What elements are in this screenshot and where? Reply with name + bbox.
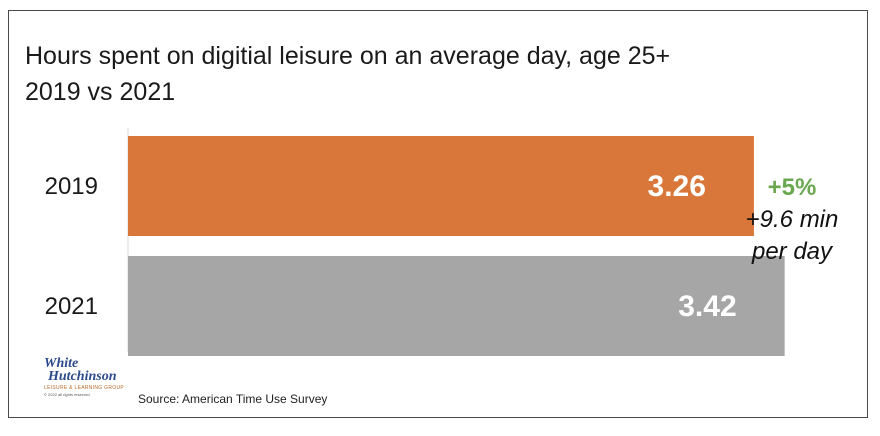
bar-2019 xyxy=(128,136,754,236)
logo-line-white: White xyxy=(44,356,79,371)
logo-copyright: © 2022 all rights reserved xyxy=(44,392,90,397)
chart-title: Hours spent on digitial leisure on an av… xyxy=(25,42,671,70)
per-day-label: per day xyxy=(751,238,833,265)
white-hutchinson-logo: White Hutchinson LEISURE & LEARNING GROU… xyxy=(44,357,124,405)
value-label-2021: 3.42 xyxy=(678,290,736,323)
chart-title-block: Hours spent on digitial leisure on an av… xyxy=(25,38,670,110)
source-note: Source: American Time Use Survey xyxy=(138,392,328,406)
logo-tagline: LEISURE & LEARNING GROUP xyxy=(44,385,124,391)
value-label-2019: 3.26 xyxy=(648,170,706,203)
category-label-2021: 2021 xyxy=(45,293,98,320)
category-label-2019: 2019 xyxy=(45,173,98,200)
chart-subtitle: 2019 vs 2021 xyxy=(25,78,176,106)
chart-frame xyxy=(8,10,868,418)
bar-2021 xyxy=(128,256,785,356)
change-annotation: +5% +9.6 min per day xyxy=(740,172,844,268)
logo-line-hutchinson: Hutchinson xyxy=(48,369,117,384)
percent-change-label: +5% xyxy=(767,174,817,201)
minutes-change-label: +9.6 min xyxy=(745,206,839,233)
